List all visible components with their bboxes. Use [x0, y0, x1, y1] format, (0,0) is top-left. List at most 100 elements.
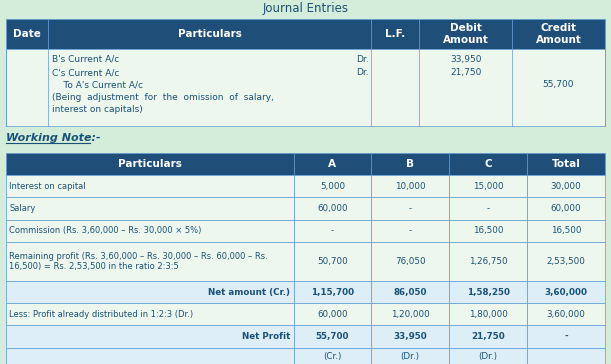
Text: 55,700: 55,700	[316, 332, 349, 341]
FancyBboxPatch shape	[6, 281, 293, 303]
Text: 60,000: 60,000	[317, 310, 348, 319]
FancyBboxPatch shape	[371, 348, 449, 364]
FancyBboxPatch shape	[6, 303, 293, 325]
FancyBboxPatch shape	[527, 242, 605, 281]
Text: Total: Total	[552, 159, 580, 169]
FancyBboxPatch shape	[6, 50, 605, 126]
FancyBboxPatch shape	[449, 325, 527, 348]
FancyBboxPatch shape	[371, 281, 449, 303]
Text: Journal Entries: Journal Entries	[263, 2, 348, 15]
FancyBboxPatch shape	[6, 242, 293, 281]
Text: 30,000: 30,000	[551, 182, 581, 191]
Text: 1,20,000: 1,20,000	[391, 310, 430, 319]
FancyBboxPatch shape	[449, 242, 527, 281]
Text: 55,700: 55,700	[543, 80, 574, 89]
FancyBboxPatch shape	[48, 19, 371, 50]
Text: A: A	[329, 159, 337, 169]
Text: C's Current A/c: C's Current A/c	[52, 68, 119, 77]
FancyBboxPatch shape	[449, 219, 527, 242]
Text: C: C	[485, 159, 492, 169]
Text: -: -	[409, 226, 412, 235]
FancyBboxPatch shape	[293, 325, 371, 348]
Text: 2,53,500: 2,53,500	[546, 257, 585, 266]
FancyBboxPatch shape	[527, 325, 605, 348]
Text: 16,500: 16,500	[473, 226, 503, 235]
FancyBboxPatch shape	[527, 219, 605, 242]
Text: 76,050: 76,050	[395, 257, 426, 266]
FancyBboxPatch shape	[371, 19, 419, 50]
Text: 16,500: 16,500	[551, 226, 581, 235]
Text: Interest on capital: Interest on capital	[9, 182, 86, 191]
Text: 21,750: 21,750	[471, 332, 505, 341]
FancyBboxPatch shape	[6, 219, 293, 242]
Text: Date: Date	[13, 29, 41, 39]
Text: Dr.: Dr.	[356, 55, 369, 64]
FancyBboxPatch shape	[6, 325, 293, 348]
Text: 1,58,250: 1,58,250	[467, 288, 510, 297]
Text: -: -	[564, 332, 568, 341]
Text: 3,60,000: 3,60,000	[546, 310, 585, 319]
FancyBboxPatch shape	[293, 175, 371, 197]
FancyBboxPatch shape	[449, 175, 527, 197]
Text: Less: Profit already distributed in 1:2:3 (Dr.): Less: Profit already distributed in 1:2:…	[9, 310, 193, 319]
FancyBboxPatch shape	[527, 153, 605, 175]
FancyBboxPatch shape	[527, 175, 605, 197]
FancyBboxPatch shape	[449, 348, 527, 364]
Text: L.F.: L.F.	[385, 29, 406, 39]
Text: -: -	[409, 204, 412, 213]
FancyBboxPatch shape	[6, 175, 293, 197]
FancyBboxPatch shape	[371, 175, 449, 197]
Text: Particulars: Particulars	[178, 29, 241, 39]
FancyBboxPatch shape	[527, 348, 605, 364]
Text: Remaining profit (Rs. 3,60,000 – Rs. 30,000 – Rs. 60,000 – Rs.
16,500) = Rs. 2,5: Remaining profit (Rs. 3,60,000 – Rs. 30,…	[9, 252, 268, 271]
Text: 1,26,750: 1,26,750	[469, 257, 508, 266]
FancyBboxPatch shape	[6, 197, 293, 219]
Text: Dr.: Dr.	[356, 68, 369, 77]
FancyBboxPatch shape	[527, 281, 605, 303]
Text: 50,700: 50,700	[317, 257, 348, 266]
FancyBboxPatch shape	[527, 303, 605, 325]
FancyBboxPatch shape	[419, 19, 512, 50]
Text: -: -	[486, 204, 489, 213]
FancyBboxPatch shape	[371, 219, 449, 242]
Text: Salary: Salary	[9, 204, 35, 213]
Text: Particulars: Particulars	[118, 159, 181, 169]
Text: Working Note:-: Working Note:-	[6, 133, 101, 143]
FancyBboxPatch shape	[371, 303, 449, 325]
FancyBboxPatch shape	[293, 348, 371, 364]
FancyBboxPatch shape	[371, 325, 449, 348]
FancyBboxPatch shape	[371, 197, 449, 219]
Text: (Being  adjustment  for  the  omission  of  salary,: (Being adjustment for the omission of sa…	[52, 92, 274, 102]
FancyBboxPatch shape	[449, 281, 527, 303]
Text: 60,000: 60,000	[551, 204, 581, 213]
Text: Net amount (Cr.): Net amount (Cr.)	[208, 288, 290, 297]
Text: Net Profit: Net Profit	[242, 332, 290, 341]
Text: 21,750: 21,750	[450, 68, 481, 77]
FancyBboxPatch shape	[293, 303, 371, 325]
Text: 3,60,000: 3,60,000	[544, 288, 587, 297]
Text: -: -	[331, 226, 334, 235]
Text: B: B	[406, 159, 414, 169]
FancyBboxPatch shape	[293, 219, 371, 242]
Text: 15,000: 15,000	[473, 182, 503, 191]
FancyBboxPatch shape	[293, 281, 371, 303]
Text: 33,950: 33,950	[450, 55, 481, 64]
Text: 1,15,700: 1,15,700	[311, 288, 354, 297]
FancyBboxPatch shape	[449, 303, 527, 325]
Text: (Dr.): (Dr.)	[478, 352, 498, 361]
FancyBboxPatch shape	[6, 153, 293, 175]
FancyBboxPatch shape	[527, 197, 605, 219]
Text: Credit
Amount: Credit Amount	[536, 23, 582, 45]
Text: 1,80,000: 1,80,000	[469, 310, 508, 319]
FancyBboxPatch shape	[293, 242, 371, 281]
FancyBboxPatch shape	[293, 197, 371, 219]
FancyBboxPatch shape	[449, 153, 527, 175]
FancyBboxPatch shape	[449, 197, 527, 219]
Text: interest on capitals): interest on capitals)	[52, 105, 142, 114]
Text: 5,000: 5,000	[320, 182, 345, 191]
Text: (Dr.): (Dr.)	[401, 352, 420, 361]
Text: 33,950: 33,950	[393, 332, 427, 341]
Text: Commission (Rs. 3,60,000 – Rs. 30,000 × 5%): Commission (Rs. 3,60,000 – Rs. 30,000 × …	[9, 226, 202, 235]
Text: B's Current A/c: B's Current A/c	[52, 55, 119, 64]
FancyBboxPatch shape	[512, 19, 605, 50]
